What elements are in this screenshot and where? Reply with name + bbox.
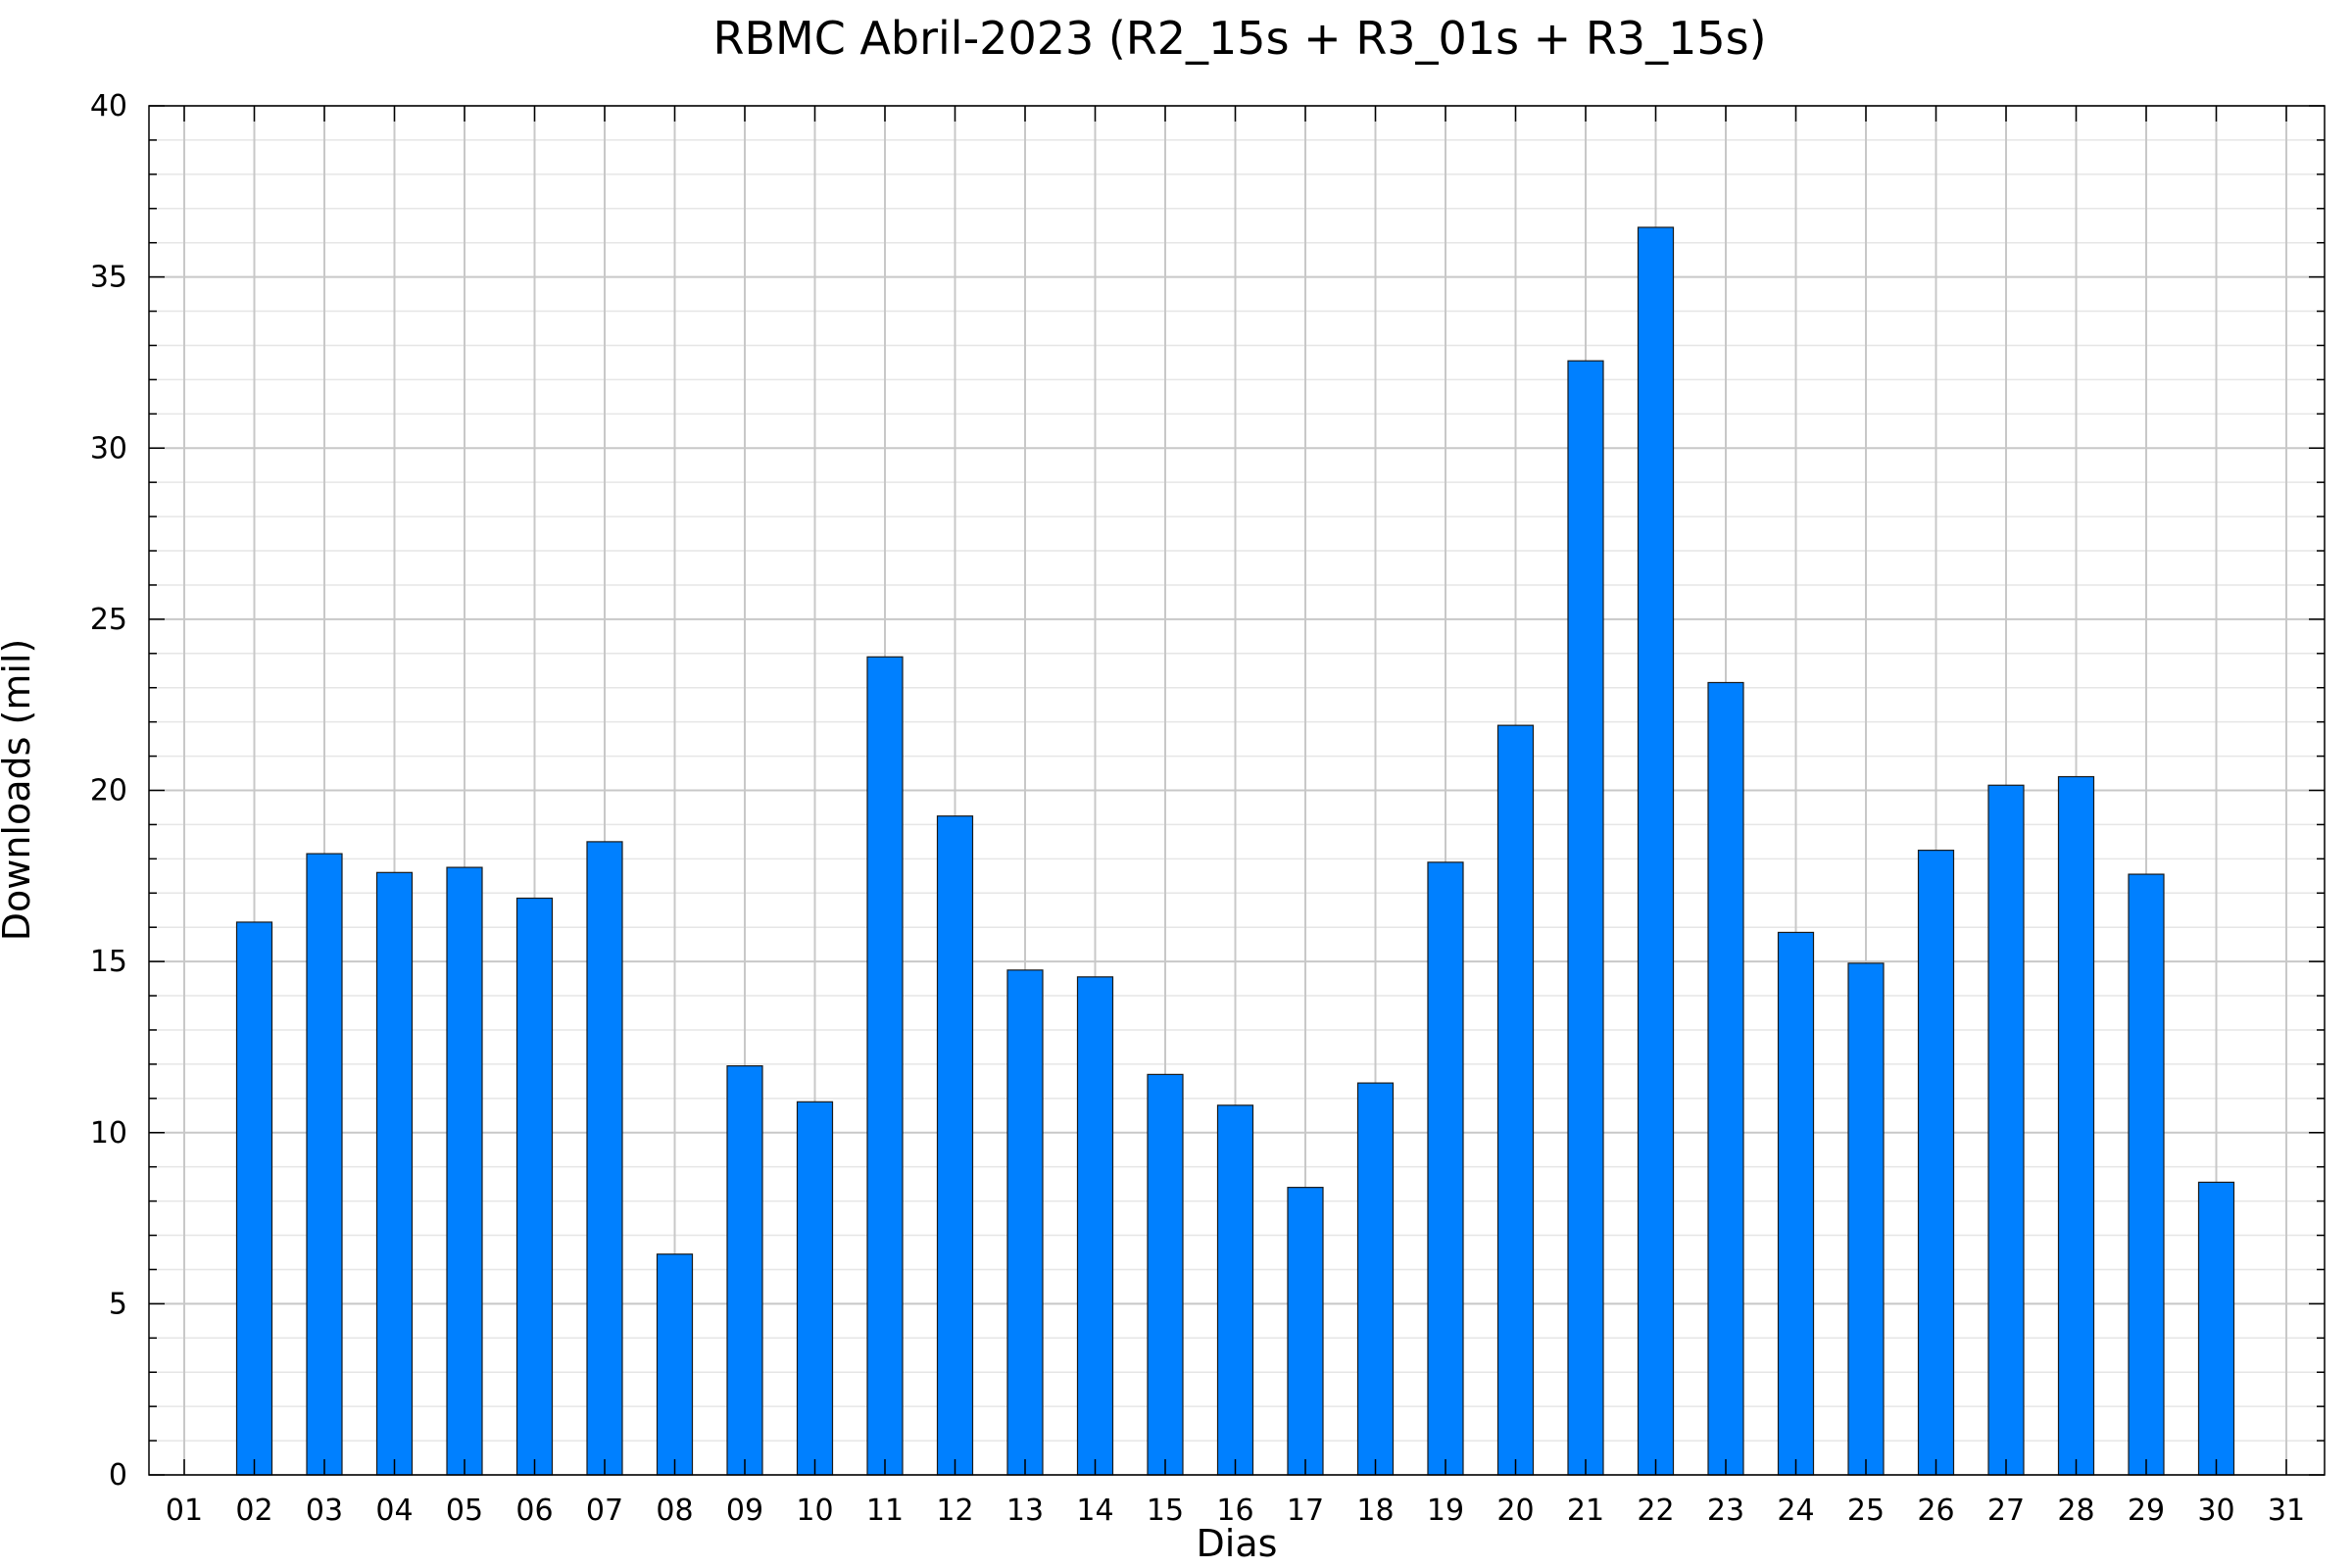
x-tick-label: 23: [1707, 1494, 1744, 1528]
bar-day-09: [726, 1065, 763, 1476]
x-tick-label: 07: [586, 1494, 623, 1528]
x-tick-label: 24: [1777, 1494, 1814, 1528]
x-tick-label: 03: [306, 1494, 343, 1528]
y-tick-label: 30: [90, 431, 127, 466]
y-tick-label: 10: [90, 1116, 127, 1151]
bar-day-04: [375, 871, 414, 1476]
bar-day-24: [1777, 931, 1815, 1476]
x-tick-label: 26: [1917, 1494, 1954, 1528]
x-tick-label: 06: [515, 1494, 553, 1528]
bar-day-20: [1496, 724, 1535, 1476]
x-tick-label: 27: [1987, 1494, 2025, 1528]
x-tick-label: 02: [235, 1494, 272, 1528]
x-tick-label: 08: [656, 1494, 693, 1528]
x-tick-label: 13: [1006, 1494, 1044, 1528]
bar-day-27: [1987, 784, 2025, 1476]
bar-day-10: [796, 1101, 834, 1476]
y-tick-label: 25: [90, 603, 127, 637]
bar-day-07: [586, 841, 623, 1476]
bar-day-03: [306, 853, 343, 1476]
y-tick-label: 20: [90, 774, 127, 808]
bar-day-05: [446, 866, 483, 1476]
x-tick-label: 31: [2268, 1494, 2305, 1528]
x-tick-label: 21: [1567, 1494, 1604, 1528]
y-tick-label: 5: [109, 1287, 127, 1321]
y-tick-label: 0: [109, 1458, 127, 1493]
y-tick-label: 15: [90, 945, 127, 979]
bars: [235, 226, 2235, 1476]
x-tick-label: 09: [726, 1494, 763, 1528]
bar-day-17: [1287, 1187, 1324, 1476]
x-tick-label: 15: [1147, 1494, 1184, 1528]
x-tick-labels: 01 02 03 04 05 06 07 08 09 10 11 12 13 14 15 16 17 18 19 20…: [166, 1494, 2305, 1528]
bar-day-18: [1356, 1082, 1395, 1476]
x-tick-label: 11: [866, 1494, 904, 1528]
bar-day-22: [1637, 226, 1675, 1476]
bar-day-13: [1006, 969, 1044, 1476]
y-tick-label: 35: [90, 261, 127, 295]
bar-day-23: [1707, 681, 1744, 1476]
x-tick-label: 14: [1076, 1494, 1113, 1528]
x-tick-label: 28: [2057, 1494, 2094, 1528]
x-tick-label: 18: [1356, 1494, 1394, 1528]
bar-day-12: [936, 815, 974, 1476]
bar-day-16: [1216, 1104, 1254, 1476]
x-tick-label: 29: [2128, 1494, 2165, 1528]
x-tick-label: 10: [796, 1494, 833, 1528]
bar-day-28: [2057, 775, 2095, 1476]
x-tick-label: 17: [1287, 1494, 1324, 1528]
y-axis-label: Downloads (mil): [0, 639, 38, 942]
x-tick-label: 20: [1496, 1494, 1534, 1528]
bar-day-14: [1076, 976, 1114, 1476]
x-tick-label: 22: [1637, 1494, 1674, 1528]
x-tick-label: 25: [1847, 1494, 1885, 1528]
chart-title: RBMC Abril-2023 (R2_15s + R3_01s + R3_15…: [712, 12, 1766, 65]
bar-day-08: [656, 1253, 694, 1476]
bar-day-29: [2128, 873, 2165, 1476]
bar-day-21: [1567, 360, 1604, 1476]
bar-day-06: [515, 897, 554, 1476]
bar-day-25: [1847, 962, 1885, 1476]
x-tick-label: 16: [1216, 1494, 1253, 1528]
x-axis-label: Dias: [1197, 1522, 1278, 1565]
x-tick-label: 12: [936, 1494, 973, 1528]
axis-ticks: [149, 105, 2325, 1476]
bar-day-11: [866, 656, 904, 1476]
bar-day-30: [2197, 1181, 2235, 1476]
x-tick-label: 19: [1427, 1494, 1464, 1528]
minor-gridlines: [149, 139, 2325, 1442]
x-tick-label: 04: [375, 1494, 413, 1528]
x-tick-label: 05: [446, 1494, 483, 1528]
bar-day-26: [1917, 850, 1955, 1476]
y-tick-labels: 0 5 10 15 20 25 30 35 40: [90, 89, 127, 1493]
bar-day-15: [1147, 1073, 1184, 1476]
bar-day-19: [1427, 861, 1464, 1476]
x-tick-label: 01: [166, 1494, 203, 1528]
bar-day-02: [235, 921, 273, 1476]
y-tick-label: 40: [90, 89, 127, 123]
x-tick-label: 30: [2197, 1494, 2234, 1528]
